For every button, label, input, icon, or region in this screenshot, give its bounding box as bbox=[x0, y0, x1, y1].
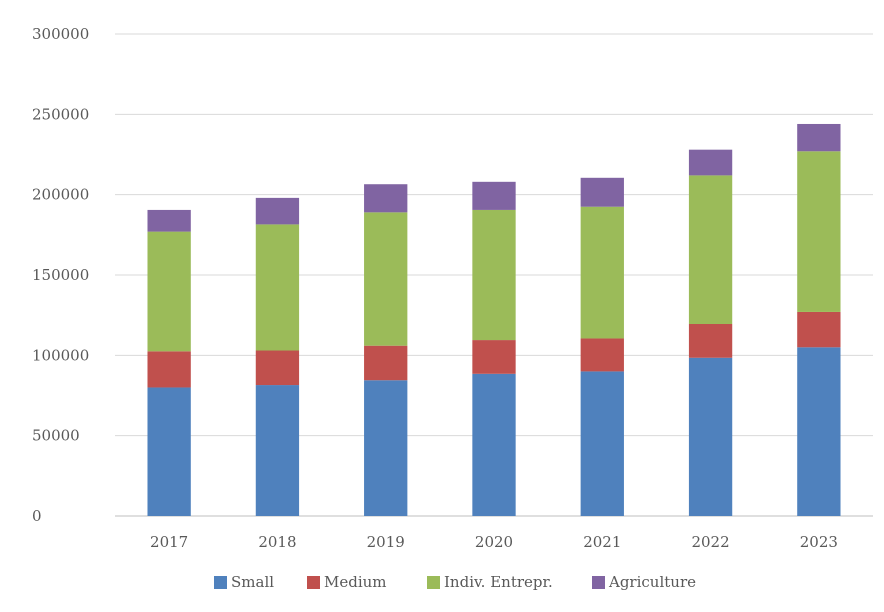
bar-segment-small-2019 bbox=[364, 380, 408, 516]
y-tick-label: 0 bbox=[32, 507, 42, 525]
bar-segment-small-2023 bbox=[797, 347, 841, 516]
bar-segment-indiv-entrepr-2017 bbox=[147, 231, 191, 352]
bar-segment-agriculture-2020 bbox=[472, 181, 516, 210]
bar-segment-medium-2023 bbox=[797, 311, 841, 348]
bar-segment-small-2020 bbox=[472, 373, 516, 516]
bar-segment-medium-2022 bbox=[688, 324, 733, 358]
bar-segment-agriculture-2018 bbox=[255, 197, 300, 225]
bar-segment-indiv-entrepr-2021 bbox=[580, 206, 624, 339]
x-tick-label: 2020 bbox=[475, 533, 513, 551]
bar-segment-small-2021 bbox=[580, 371, 624, 516]
y-axis-ticks: 0 50000 100000 150000 200000 250000 300000 bbox=[32, 25, 89, 525]
y-tick-label: 150000 bbox=[32, 266, 89, 284]
bar-segment-medium-2018 bbox=[255, 350, 300, 386]
legend-swatch bbox=[214, 576, 227, 589]
bar-segment-indiv-entrepr-2023 bbox=[797, 151, 841, 312]
bar-segment-indiv-entrepr-2020 bbox=[472, 209, 516, 341]
bar-segment-indiv-entrepr-2019 bbox=[364, 212, 408, 346]
y-tick-label: 250000 bbox=[32, 105, 89, 123]
bar-segment-medium-2019 bbox=[364, 345, 408, 381]
y-tick-label: 50000 bbox=[32, 427, 80, 445]
x-tick-label: 2023 bbox=[800, 533, 838, 551]
legend-label: Small bbox=[231, 573, 274, 591]
x-tick-label: 2018 bbox=[258, 533, 296, 551]
x-tick-label: 2021 bbox=[583, 533, 621, 551]
legend: Small Medium Indiv. Entrepr. Agriculture bbox=[214, 573, 696, 591]
bar-segment-agriculture-2021 bbox=[580, 177, 624, 207]
bar-segment-agriculture-2019 bbox=[364, 184, 408, 213]
x-tick-label: 2019 bbox=[367, 533, 405, 551]
x-tick-label: 2022 bbox=[691, 533, 729, 551]
legend-label: Agriculture bbox=[608, 573, 696, 591]
x-tick-label: 2017 bbox=[150, 533, 188, 551]
bar-segment-agriculture-2017 bbox=[147, 209, 191, 232]
bar-segment-small-2022 bbox=[688, 357, 733, 516]
bar-segment-small-2018 bbox=[255, 385, 300, 516]
legend-swatch bbox=[592, 576, 605, 589]
y-tick-label: 100000 bbox=[32, 346, 89, 364]
bar-segment-agriculture-2022 bbox=[688, 149, 733, 176]
legend-swatch bbox=[307, 576, 320, 589]
bar-segment-medium-2020 bbox=[472, 340, 516, 374]
legend-label: Indiv. Entrepr. bbox=[444, 573, 553, 591]
bars bbox=[147, 123, 841, 516]
legend-label: Medium bbox=[324, 573, 387, 591]
bar-segment-medium-2021 bbox=[580, 338, 624, 372]
bar-segment-indiv-entrepr-2018 bbox=[255, 224, 300, 351]
legend-swatch bbox=[427, 576, 440, 589]
bar-segment-indiv-entrepr-2022 bbox=[688, 175, 733, 325]
bar-segment-small-2017 bbox=[147, 387, 191, 516]
y-tick-label: 200000 bbox=[32, 186, 89, 204]
bar-segment-agriculture-2023 bbox=[797, 123, 841, 152]
bar-segment-medium-2017 bbox=[147, 351, 191, 388]
x-axis-ticks: 2017 2018 2019 2020 2021 2022 2023 bbox=[150, 533, 838, 551]
y-tick-label: 300000 bbox=[32, 25, 89, 43]
